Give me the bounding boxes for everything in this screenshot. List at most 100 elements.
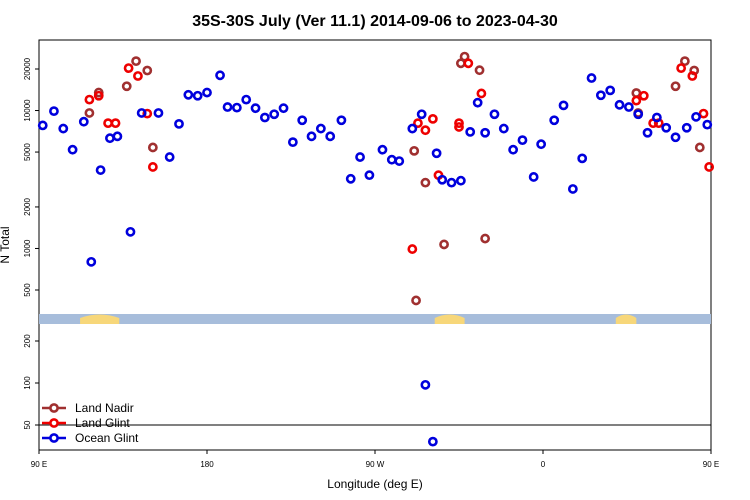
point-ocean-glint	[174, 118, 184, 129]
point-ocean-glint	[222, 102, 233, 112]
point-ocean-glint	[651, 112, 662, 123]
point-land-glint	[704, 162, 715, 172]
point-land-glint	[147, 162, 158, 172]
point-land-nadir	[147, 142, 158, 153]
point-ocean-glint	[306, 131, 317, 142]
x-tick-label: 90 E	[703, 460, 719, 469]
point-land-nadir	[121, 81, 132, 92]
point-ocean-glint	[528, 172, 539, 182]
point-ocean-glint	[407, 123, 418, 134]
point-ocean-glint	[577, 153, 588, 164]
point-ocean-glint	[164, 152, 175, 162]
point-land-nadir	[439, 239, 449, 250]
x-tick-label: 90 E	[31, 460, 47, 469]
point-ocean-glint	[420, 379, 431, 390]
y-tick-label: 500	[23, 283, 32, 297]
point-ocean-glint	[623, 102, 634, 112]
point-land-glint	[413, 118, 423, 129]
x-tick-label: 90 W	[366, 460, 385, 469]
point-land-glint	[698, 108, 709, 119]
legend-marker	[49, 403, 59, 413]
point-ocean-glint	[315, 123, 326, 134]
point-ocean-glint	[465, 126, 476, 137]
point-ocean-glint	[325, 131, 336, 142]
x-tick-label: 0	[541, 460, 546, 469]
point-ocean-glint	[386, 154, 397, 165]
point-ocean-glint	[605, 85, 616, 96]
point-ocean-glint	[455, 175, 466, 186]
point-land-nadir	[142, 65, 153, 76]
point-ocean-glint	[287, 137, 298, 148]
legend-entry: Land Glint	[75, 416, 130, 430]
point-ocean-glint	[95, 165, 106, 175]
point-ocean-glint	[416, 109, 427, 120]
point-ocean-glint	[586, 73, 597, 83]
point-ocean-glint	[215, 70, 225, 81]
point-ocean-glint	[231, 102, 242, 113]
point-ocean-glint	[49, 106, 59, 117]
point-land-glint	[476, 88, 487, 99]
point-land-glint	[454, 118, 464, 129]
point-ocean-glint	[567, 184, 578, 194]
y-tick-label: 2000	[23, 197, 32, 215]
point-land-nadir	[131, 56, 141, 67]
point-ocean-glint	[681, 122, 692, 133]
point-land-glint	[93, 90, 104, 101]
point-ocean-glint	[259, 112, 270, 123]
legend-marker	[49, 433, 59, 443]
point-ocean-glint	[125, 226, 136, 237]
legend-marker	[49, 418, 59, 428]
point-ocean-glint	[86, 256, 97, 267]
point-land-nadir	[670, 81, 681, 92]
point-ocean-glint	[633, 109, 644, 120]
legend-entry: Ocean Glint	[75, 431, 139, 445]
point-land-nadir	[411, 295, 421, 306]
point-land-nadir	[694, 142, 705, 153]
point-ocean-glint	[355, 152, 365, 162]
y-tick-label: 5000	[23, 143, 32, 161]
point-land-glint	[454, 122, 464, 132]
point-ocean-glint	[394, 156, 405, 166]
point-ocean-glint	[297, 115, 308, 126]
chart-title: 35S-30S July (Ver 11.1) 2014-09-06 to 20…	[192, 13, 558, 30]
point-ocean-glint	[67, 144, 78, 155]
point-ocean-glint	[431, 148, 442, 159]
y-tick-label: 20000	[23, 57, 32, 80]
point-ocean-glint	[558, 100, 569, 111]
point-ocean-glint	[78, 116, 89, 127]
point-land-glint	[463, 58, 474, 69]
point-ocean-glint	[153, 108, 164, 118]
point-ocean-glint	[508, 144, 519, 155]
y-axis-label: N Total	[0, 226, 12, 263]
point-land-glint	[110, 118, 121, 129]
point-ocean-glint	[549, 115, 560, 126]
y-tick-label: 10000	[23, 99, 32, 122]
ocean-strip	[39, 314, 711, 324]
point-land-glint	[133, 71, 143, 81]
point-ocean-glint	[345, 173, 356, 184]
point-ocean-glint	[241, 94, 252, 105]
plot-frame	[38, 39, 712, 451]
point-ocean-glint	[427, 436, 438, 447]
point-ocean-glint	[183, 89, 194, 100]
point-land-glint	[142, 108, 153, 119]
point-land-nadir	[480, 233, 491, 244]
point-land-glint	[123, 63, 134, 74]
plot-area: 50 100 200 500 1000 2000 5000 10000 20000 90 E 180…	[23, 39, 719, 469]
point-land-glint	[420, 125, 431, 136]
point-ocean-glint	[670, 132, 681, 143]
y-tick-label: 200	[23, 334, 32, 348]
point-ocean-glint	[480, 127, 491, 138]
point-land-glint	[676, 63, 687, 74]
point-ocean-glint	[472, 97, 483, 108]
x-axis-label: Longitude (deg E)	[327, 477, 422, 491]
point-ocean-glint	[614, 99, 625, 110]
point-land-glint	[427, 113, 438, 124]
point-ocean-glint	[58, 123, 69, 134]
point-land-glint	[638, 90, 649, 101]
point-ocean-glint	[37, 120, 48, 131]
point-ocean-glint	[192, 90, 203, 101]
point-ocean-glint	[278, 103, 289, 114]
point-land-nadir	[84, 108, 95, 118]
